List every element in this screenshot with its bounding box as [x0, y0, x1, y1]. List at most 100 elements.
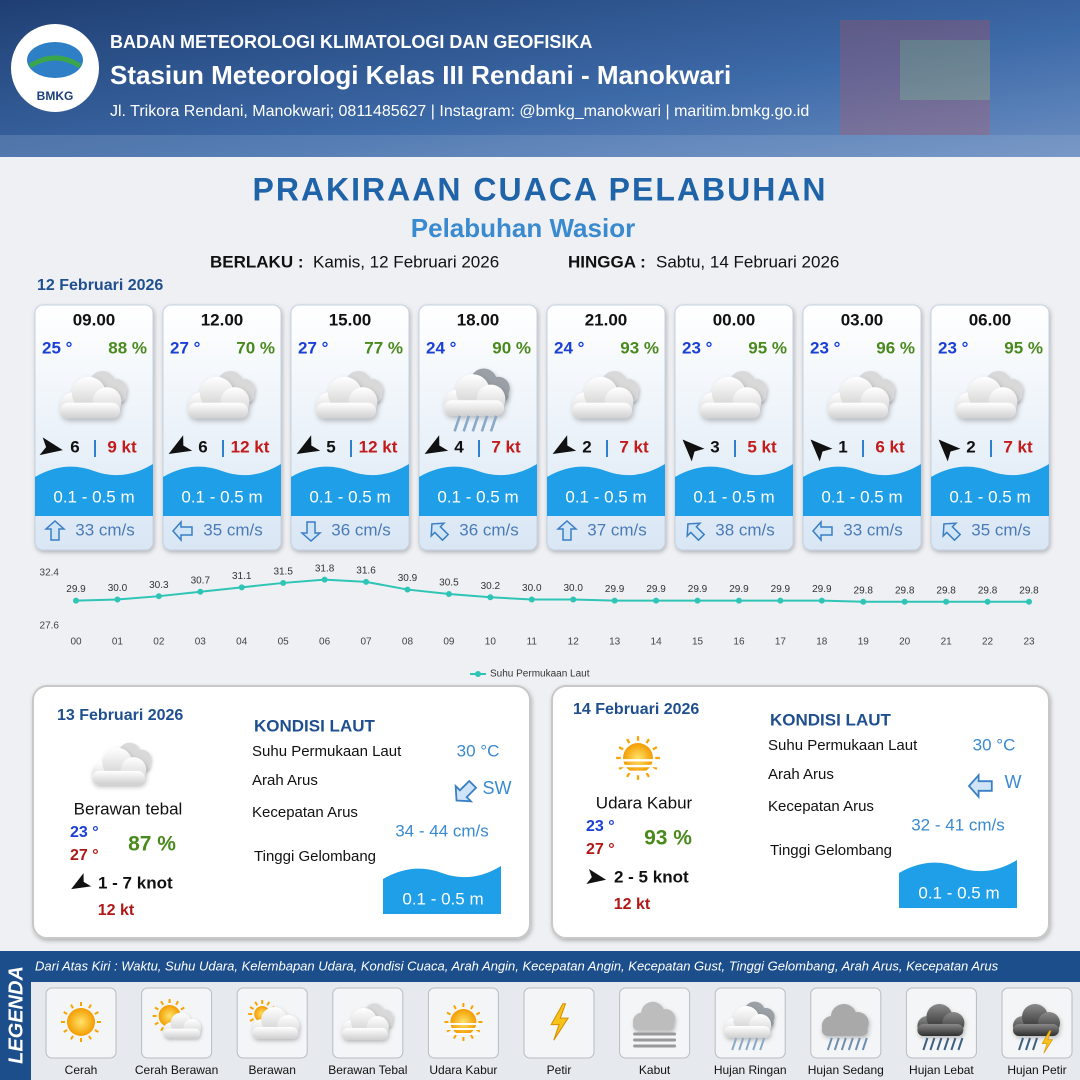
cloud-part	[60, 402, 120, 419]
y-tick-label: 32.4	[40, 568, 60, 579]
current-speed: 33 cm/s	[75, 520, 135, 539]
x-tick-label: 23	[1023, 637, 1035, 648]
rain	[453, 415, 462, 432]
sst-point	[363, 578, 370, 585]
cloud-part	[1013, 1024, 1059, 1036]
weather-icon	[550, 1003, 570, 1041]
value-label: 30.9	[398, 573, 418, 584]
cloud-part	[92, 770, 145, 785]
wave	[547, 464, 665, 516]
weather-icon	[724, 1001, 775, 1051]
gust: 5 kt	[747, 437, 777, 456]
time: 00.00	[713, 310, 756, 329]
x-tick-label: 19	[858, 637, 870, 648]
wave	[419, 464, 537, 516]
rain	[759, 1037, 766, 1051]
x-tick-label: 16	[733, 637, 745, 648]
sun	[450, 1009, 477, 1035]
value-label: 29.8	[978, 585, 998, 596]
wind-arrow	[39, 437, 63, 456]
humidity: 88 %	[108, 338, 147, 357]
cloud-part	[917, 1024, 964, 1036]
current-speed: 38 cm/s	[715, 520, 775, 539]
lightning	[1041, 1030, 1054, 1054]
humidity: 96 %	[876, 338, 915, 357]
x-tick-label: 02	[153, 637, 165, 648]
cloud-part	[828, 402, 888, 419]
time: 12.00	[201, 310, 244, 329]
sun-ray	[475, 1011, 481, 1016]
wave-height: 0.1 - 0.5 m	[821, 487, 902, 506]
cloud-part	[724, 1026, 771, 1038]
wind-arrow	[810, 439, 833, 462]
x-tick-label: 18	[816, 637, 828, 648]
rain	[826, 1037, 833, 1051]
sun-ray	[94, 1029, 99, 1033]
weather-icon	[341, 1003, 394, 1040]
address: Jl. Trikora Rendani, Manokwari; 08114856…	[110, 103, 809, 120]
wave-height: 0.1 - 0.5 m	[918, 883, 999, 902]
cloud	[917, 1004, 965, 1036]
wind-range: 1 - 7 knot	[98, 873, 173, 892]
value-label: 29.8	[936, 585, 956, 596]
current-speed: 32 - 41 cm/s	[911, 815, 1005, 834]
wave-height: 0.1 - 0.5 m	[565, 487, 646, 506]
sst-label: Suhu Permukaan Laut	[768, 737, 918, 754]
cloud	[572, 376, 634, 419]
wave	[675, 464, 793, 516]
x-tick-label: 00	[70, 637, 82, 648]
gust: 7 kt	[1003, 437, 1033, 456]
sun-ray	[645, 738, 650, 744]
current-arrow	[942, 522, 962, 542]
gust: 12 kt	[231, 437, 270, 456]
sun	[67, 1008, 95, 1036]
humidity: 93 %	[644, 827, 692, 850]
time: 03.00	[841, 310, 884, 329]
value-label: 30.0	[563, 583, 583, 594]
rain	[731, 1037, 738, 1051]
sun-ray	[88, 1035, 92, 1040]
sun-ray	[249, 1006, 255, 1010]
cloud-part	[572, 402, 632, 419]
current-speed: 35 cm/s	[971, 520, 1031, 539]
weather-icon	[1013, 1004, 1060, 1054]
rain	[847, 1037, 854, 1051]
dir-label: Arah Arus	[768, 766, 834, 783]
cloud	[828, 376, 890, 419]
rain	[957, 1037, 964, 1051]
wind-arrow	[552, 435, 577, 454]
x-tick-label: 05	[278, 637, 290, 648]
cloud	[1013, 1004, 1060, 1036]
x-tick-label: 13	[609, 637, 621, 648]
x-tick-label: 21	[941, 637, 953, 648]
value-label: 29.8	[1019, 585, 1039, 596]
gust: 7 kt	[619, 437, 649, 456]
sst-point	[901, 598, 908, 605]
sun-ray	[645, 772, 650, 778]
sst-point	[528, 596, 535, 603]
temp-min: 23 °	[70, 824, 99, 841]
weather-icon	[60, 370, 127, 419]
logo-text: BMKG	[37, 89, 74, 103]
x-tick-label: 08	[402, 637, 414, 648]
humidity: 93 %	[620, 338, 659, 357]
temp-min: 23 °	[586, 818, 615, 835]
cloud-part	[163, 1028, 201, 1039]
sun-ray	[70, 1035, 74, 1040]
current-speed: 33 cm/s	[843, 520, 903, 539]
sun-ray	[446, 1011, 451, 1016]
sst: 30 °C	[457, 741, 500, 760]
value-label: 29.8	[895, 585, 915, 596]
legend-label: Suhu Permukaan Laut	[490, 669, 590, 680]
y-tick-label: 27.6	[40, 621, 60, 632]
sst-point	[818, 597, 825, 604]
station-name: Stasiun Meteorologi Kelas III Rendani - …	[110, 60, 731, 90]
current-arrow	[556, 519, 578, 541]
weather-icon	[152, 999, 201, 1039]
sun-ray	[453, 1005, 457, 1010]
value-label: 29.9	[771, 584, 791, 595]
value-label: 29.9	[729, 584, 749, 595]
rain	[1025, 1037, 1031, 1051]
sun-ray	[63, 1011, 68, 1015]
wind-arrow	[938, 439, 961, 462]
